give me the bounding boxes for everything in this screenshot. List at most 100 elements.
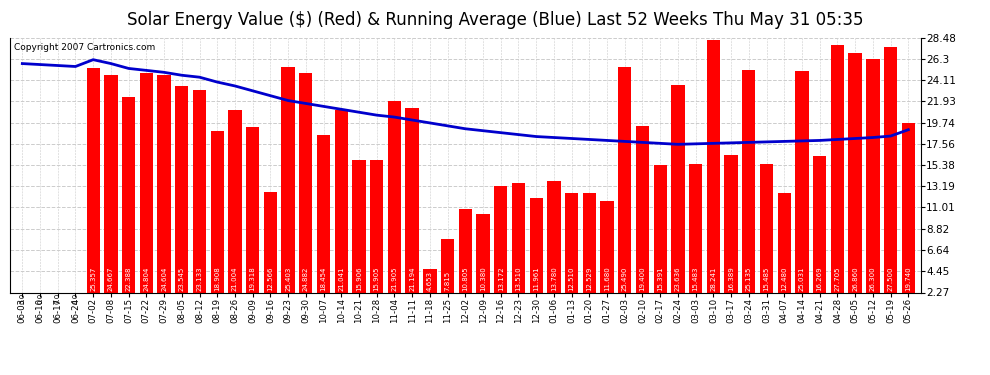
Text: 19.740: 19.740 bbox=[905, 266, 912, 291]
Bar bbox=[406, 108, 419, 292]
Text: 15.485: 15.485 bbox=[763, 267, 769, 291]
Bar bbox=[795, 71, 809, 292]
Text: 0.0: 0.0 bbox=[37, 293, 43, 304]
Text: 27.500: 27.500 bbox=[888, 267, 894, 291]
Bar bbox=[281, 68, 295, 292]
Bar bbox=[512, 183, 525, 292]
Text: 27.705: 27.705 bbox=[835, 267, 841, 291]
Bar bbox=[618, 67, 632, 292]
Text: 18.454: 18.454 bbox=[321, 267, 327, 291]
Text: 25.403: 25.403 bbox=[285, 267, 291, 291]
Bar bbox=[335, 110, 347, 292]
Text: 0.0: 0.0 bbox=[54, 293, 60, 304]
Text: 13.780: 13.780 bbox=[550, 266, 557, 291]
Text: 0.0: 0.0 bbox=[19, 293, 26, 304]
Text: 12.566: 12.566 bbox=[267, 267, 273, 291]
Bar bbox=[707, 40, 720, 292]
Bar bbox=[388, 102, 401, 292]
Text: 23.545: 23.545 bbox=[179, 267, 185, 291]
Bar bbox=[866, 59, 879, 292]
Text: 15.906: 15.906 bbox=[356, 266, 362, 291]
Text: 21.041: 21.041 bbox=[339, 267, 345, 291]
Text: 19.400: 19.400 bbox=[640, 266, 645, 291]
Text: Copyright 2007 Cartronics.com: Copyright 2007 Cartronics.com bbox=[15, 43, 155, 52]
Text: Solar Energy Value ($) (Red) & Running Average (Blue) Last 52 Weeks Thu May 31 0: Solar Energy Value ($) (Red) & Running A… bbox=[127, 11, 863, 29]
Text: 4.653: 4.653 bbox=[427, 271, 433, 291]
Text: 22.388: 22.388 bbox=[126, 267, 132, 291]
Bar bbox=[671, 85, 684, 292]
Text: 11.680: 11.680 bbox=[604, 266, 610, 291]
Text: 21.905: 21.905 bbox=[391, 267, 397, 291]
Bar bbox=[583, 193, 596, 292]
Text: 18.908: 18.908 bbox=[214, 266, 220, 291]
Bar bbox=[175, 86, 188, 292]
Text: 25.135: 25.135 bbox=[745, 267, 751, 291]
Text: 12.480: 12.480 bbox=[781, 267, 787, 291]
Bar bbox=[370, 160, 383, 292]
Text: 23.636: 23.636 bbox=[675, 266, 681, 291]
Bar bbox=[565, 193, 578, 292]
Bar bbox=[317, 135, 331, 292]
Bar bbox=[831, 45, 844, 292]
Text: 16.389: 16.389 bbox=[728, 266, 735, 291]
Text: 26.860: 26.860 bbox=[852, 266, 858, 291]
Bar bbox=[352, 160, 365, 292]
Bar bbox=[742, 70, 755, 292]
Text: 0.0: 0.0 bbox=[72, 293, 78, 304]
Text: 19.318: 19.318 bbox=[249, 266, 255, 291]
Text: 23.133: 23.133 bbox=[196, 266, 203, 291]
Bar bbox=[813, 156, 827, 292]
Text: 24.667: 24.667 bbox=[108, 267, 114, 291]
Text: 24.882: 24.882 bbox=[303, 267, 309, 291]
Text: 25.357: 25.357 bbox=[90, 267, 96, 291]
Text: 10.380: 10.380 bbox=[480, 266, 486, 291]
Text: 28.241: 28.241 bbox=[711, 267, 717, 291]
Bar bbox=[848, 53, 861, 292]
Text: 12.510: 12.510 bbox=[568, 267, 574, 291]
Text: 7.815: 7.815 bbox=[445, 271, 450, 291]
Bar bbox=[140, 73, 153, 292]
Text: 13.172: 13.172 bbox=[498, 266, 504, 291]
Text: 12.529: 12.529 bbox=[586, 267, 592, 291]
Bar bbox=[902, 123, 915, 292]
Text: 13.510: 13.510 bbox=[516, 266, 522, 291]
Bar bbox=[193, 90, 206, 292]
Bar bbox=[104, 75, 118, 292]
Bar bbox=[157, 75, 170, 292]
Text: 15.483: 15.483 bbox=[693, 267, 699, 291]
Text: 25.490: 25.490 bbox=[622, 267, 628, 291]
Bar bbox=[122, 97, 136, 292]
Text: 21.194: 21.194 bbox=[409, 267, 415, 291]
Bar bbox=[725, 155, 738, 292]
Bar bbox=[653, 165, 667, 292]
Bar bbox=[423, 269, 437, 292]
Bar bbox=[600, 201, 614, 292]
Text: 21.004: 21.004 bbox=[232, 267, 238, 291]
Text: 10.805: 10.805 bbox=[462, 266, 468, 291]
Text: 15.905: 15.905 bbox=[373, 267, 380, 291]
Bar bbox=[86, 68, 100, 292]
Bar bbox=[530, 198, 543, 292]
Bar bbox=[299, 72, 313, 292]
Bar bbox=[247, 127, 259, 292]
Text: 24.804: 24.804 bbox=[144, 267, 149, 291]
Bar bbox=[494, 186, 508, 292]
Text: 11.961: 11.961 bbox=[534, 266, 540, 291]
Bar bbox=[458, 210, 472, 292]
Bar bbox=[211, 130, 224, 292]
Bar bbox=[263, 192, 277, 292]
Bar bbox=[636, 126, 649, 292]
Bar bbox=[884, 47, 897, 292]
Bar bbox=[476, 214, 490, 292]
Bar bbox=[547, 180, 560, 292]
Text: 25.031: 25.031 bbox=[799, 267, 805, 291]
Text: 26.300: 26.300 bbox=[870, 266, 876, 291]
Text: 24.604: 24.604 bbox=[161, 267, 167, 291]
Bar bbox=[441, 238, 454, 292]
Bar bbox=[229, 110, 242, 292]
Text: 15.391: 15.391 bbox=[657, 266, 663, 291]
Bar bbox=[760, 164, 773, 292]
Bar bbox=[689, 164, 702, 292]
Text: 16.269: 16.269 bbox=[817, 266, 823, 291]
Bar bbox=[777, 193, 791, 292]
